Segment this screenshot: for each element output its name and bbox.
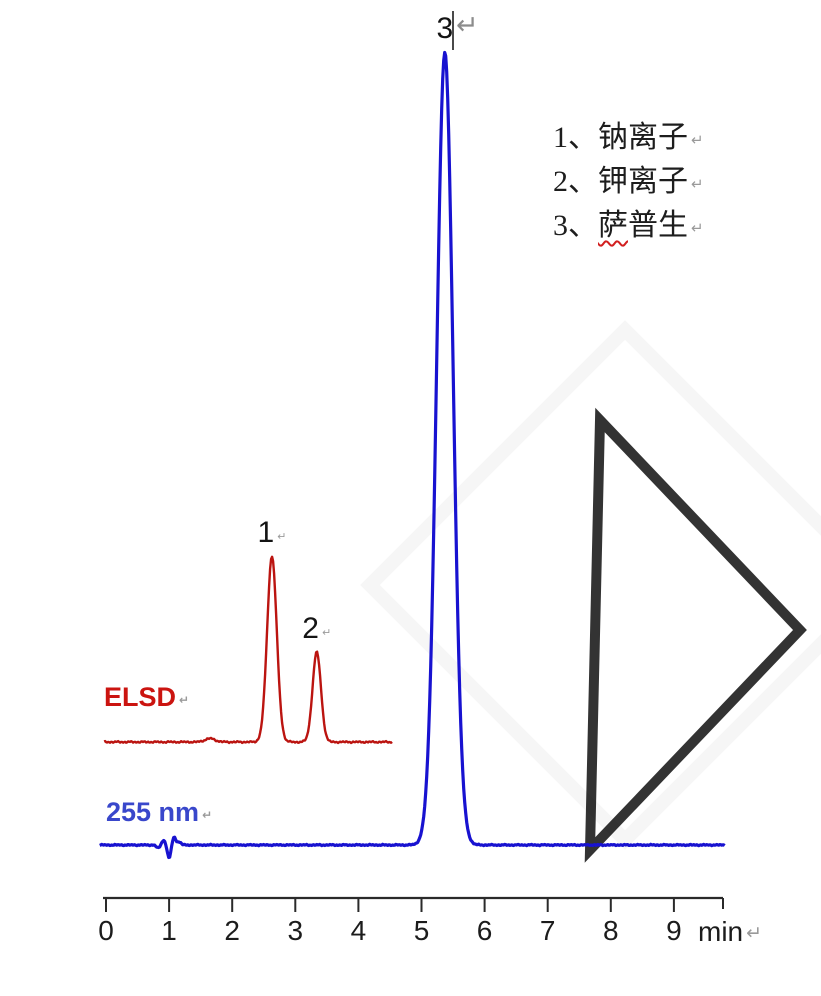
trace-elsd (103, 555, 393, 745)
trace-255-nm (99, 50, 726, 860)
watermark (584, 407, 807, 863)
